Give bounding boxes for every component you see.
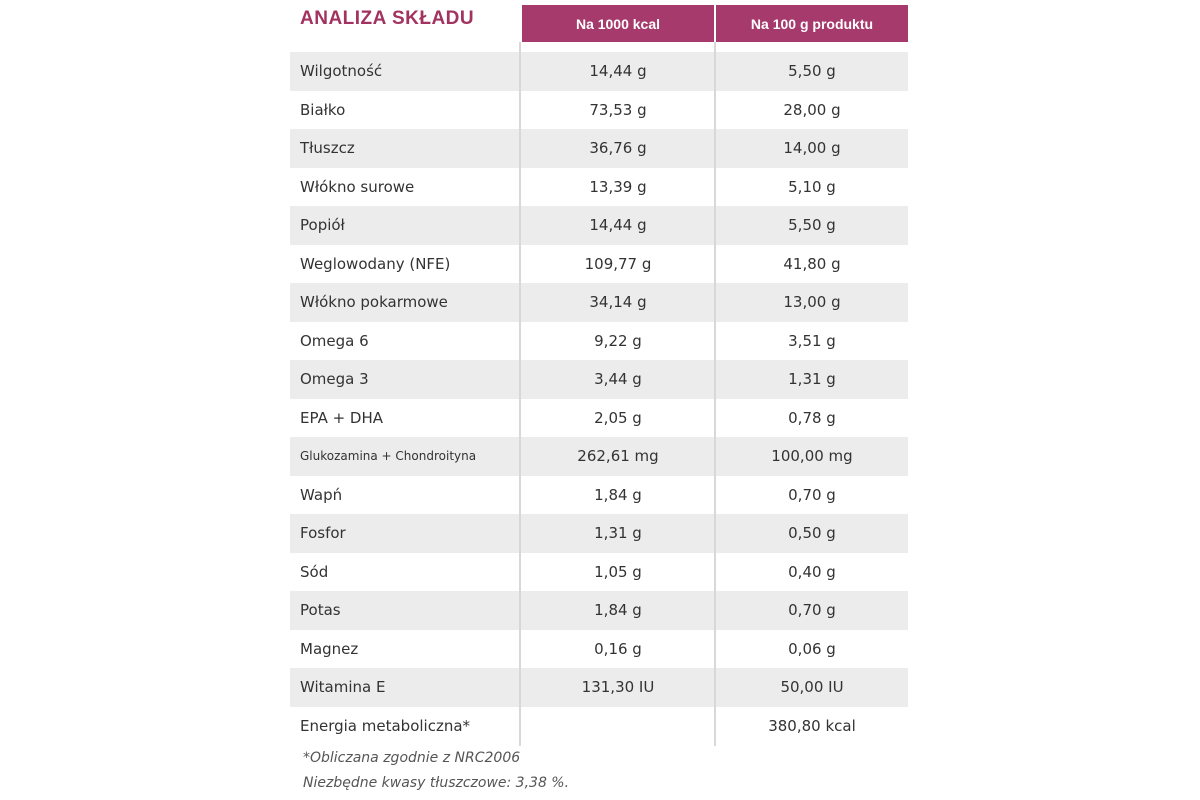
table-row — [290, 52, 908, 91]
value-per-1000kcal: 2,05 g — [594, 408, 642, 427]
value-per-1000kcal: 73,53 g — [589, 100, 647, 119]
row-label: Omega 6 — [300, 331, 369, 350]
table-title: ANALIZA SKŁADU — [300, 8, 475, 29]
value-per-1000kcal: 1,05 g — [594, 562, 642, 581]
value-per-1000kcal: 14,44 g — [589, 216, 647, 235]
row-label: Popiół — [300, 216, 345, 235]
value-per-100g: 13,00 g — [783, 293, 841, 312]
value-per-1000kcal: 1,84 g — [594, 485, 642, 504]
row-label: Wapń — [300, 485, 343, 504]
table-row — [290, 283, 908, 322]
row-label: Energia metaboliczna* — [300, 716, 471, 735]
row-label: Fosfor — [300, 524, 346, 543]
value-per-1000kcal: 131,30 IU — [581, 678, 655, 697]
value-per-100g: 0,70 g — [788, 601, 836, 620]
table-row — [290, 206, 908, 245]
row-label: Wilgotność — [300, 62, 383, 81]
table-row — [290, 360, 908, 399]
value-per-100g: 41,80 g — [783, 254, 841, 273]
table-row — [290, 591, 908, 630]
value-per-100g: 0,40 g — [788, 562, 836, 581]
value-per-1000kcal: 3,44 g — [594, 370, 642, 389]
value-per-100g: 0,50 g — [788, 524, 836, 543]
row-label: Weglowodany (NFE) — [300, 254, 451, 273]
row-label: Sód — [300, 562, 329, 581]
table-row — [290, 129, 908, 168]
column-header: Na 100 g produktu — [716, 5, 908, 42]
value-per-1000kcal: 9,22 g — [594, 331, 642, 350]
footnote: *Obliczana zgodnie z NRC2006 — [303, 750, 521, 766]
value-per-100g: 380,80 kcal — [768, 716, 856, 735]
value-per-100g: 0,78 g — [788, 408, 836, 427]
value-per-1000kcal: 36,76 g — [589, 139, 647, 158]
row-label: Magnez — [300, 639, 359, 658]
value-per-1000kcal: 1,31 g — [594, 524, 642, 543]
row-label: Omega 3 — [300, 370, 369, 389]
row-label: Włókno surowe — [300, 177, 415, 196]
row-label: Białko — [300, 100, 346, 119]
value-per-100g: 28,00 g — [783, 100, 841, 119]
value-per-1000kcal: 14,44 g — [589, 62, 647, 81]
row-label: EPA + DHA — [300, 408, 384, 427]
value-per-100g: 1,31 g — [788, 370, 836, 389]
row-label: Witamina E — [300, 678, 386, 697]
value-per-1000kcal: 13,39 g — [589, 177, 647, 196]
value-per-100g: 0,70 g — [788, 485, 836, 504]
value-per-100g: 50,00 IU — [780, 678, 844, 697]
row-label: Włókno pokarmowe — [300, 293, 448, 312]
footnote: Niezbędne kwasy tłuszczowe: 3,38 %. — [303, 775, 570, 791]
value-per-100g: 14,00 g — [783, 139, 841, 158]
value-per-100g: 3,51 g — [788, 331, 836, 350]
row-label: Glukozamina + Chondroityna — [300, 449, 477, 464]
value-per-100g: 5,10 g — [788, 177, 836, 196]
value-per-100g: 0,06 g — [788, 639, 836, 658]
table-row — [290, 514, 908, 553]
value-per-1000kcal: 109,77 g — [584, 254, 652, 273]
value-per-100g: 5,50 g — [788, 216, 836, 235]
value-per-1000kcal: 262,61 mg — [577, 447, 659, 466]
column-header: Na 1000 kcal — [522, 5, 714, 42]
value-per-100g: 5,50 g — [788, 62, 836, 81]
row-label: Potas — [300, 601, 341, 620]
row-label: Tłuszcz — [300, 139, 355, 158]
value-per-1000kcal: 34,14 g — [589, 293, 647, 312]
column-divider — [714, 42, 716, 746]
column-divider — [519, 42, 521, 746]
value-per-1000kcal: 1,84 g — [594, 601, 642, 620]
table-row — [290, 437, 908, 476]
value-per-1000kcal: 0,16 g — [594, 639, 642, 658]
value-per-100g: 100,00 mg — [771, 447, 853, 466]
table-row — [290, 668, 908, 707]
